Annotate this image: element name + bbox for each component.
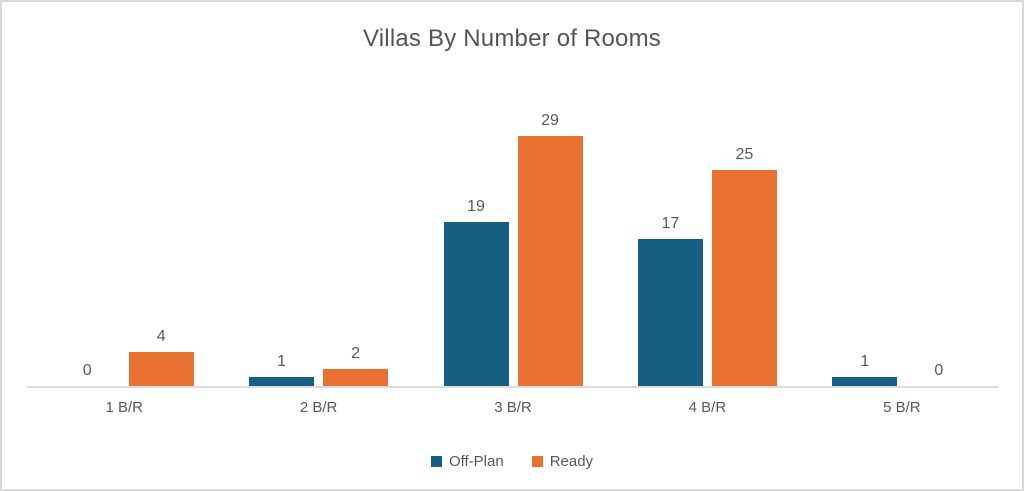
legend-swatch-icon (430, 456, 442, 467)
data-label: 0 (934, 362, 944, 379)
bar-off-plan (443, 222, 509, 386)
bar-slot: 1 (249, 353, 315, 386)
bar-off-plan (249, 377, 315, 386)
bar-slot: 1 (832, 353, 898, 386)
category-label: 5 B/R (883, 399, 921, 416)
legend-item-ready: Ready (531, 453, 594, 470)
data-label: 25 (735, 146, 754, 164)
bar-slot: 17 (637, 215, 703, 386)
bar-slot: 4 (128, 327, 194, 386)
bar-ready (711, 170, 777, 386)
bar-slot: 25 (711, 146, 777, 386)
x-axis-category-labels: 1 B/R 2 B/R 3 B/R 4 B/R 5 B/R (27, 399, 999, 416)
bar-off-plan (637, 239, 703, 386)
bar-slot: 0 (55, 363, 120, 386)
bar-groups: 0 4 1 2 19 29 17 25 1 0 (27, 82, 999, 388)
data-label: 29 (541, 112, 559, 129)
category-label: 3 B/R (494, 399, 532, 416)
category-label: 2 B/R (299, 399, 338, 416)
data-label: 4 (156, 327, 166, 345)
bar-off-plan (832, 377, 898, 386)
legend-label: Ready (549, 453, 594, 470)
legend: Off-Plan Ready (2, 453, 1022, 470)
data-label: 0 (82, 362, 92, 379)
bar-slot: 0 (906, 363, 971, 386)
category-label: 1 B/R (105, 399, 143, 416)
legend-item-off-plan: Off-Plan (430, 453, 504, 470)
bar-slot: 19 (443, 198, 509, 386)
legend-label: Off-Plan (448, 453, 504, 470)
data-label: 2 (351, 344, 361, 362)
bar-group-3-b-r: 19 29 (416, 82, 610, 386)
bar-ready (128, 351, 194, 386)
legend-swatch-icon (531, 456, 543, 467)
category-label: 4 B/R (688, 399, 727, 416)
plot-area: 0 4 1 2 19 29 17 25 1 0 1 B/R 2 B/R 3 B/R 4 B/R 5 B/R (27, 82, 999, 416)
data-label: 19 (467, 198, 485, 216)
data-label: 1 (277, 353, 287, 371)
data-label: 1 (860, 353, 870, 371)
bar-slot: 29 (517, 112, 583, 386)
chart-title: Villas By Number of Rooms (363, 25, 661, 52)
bar-group-4-b-r: 17 25 (610, 82, 804, 386)
bar-slot: 2 (323, 344, 389, 386)
data-label: 17 (661, 215, 680, 233)
bar-ready (323, 368, 389, 386)
bar-ready (517, 136, 583, 386)
